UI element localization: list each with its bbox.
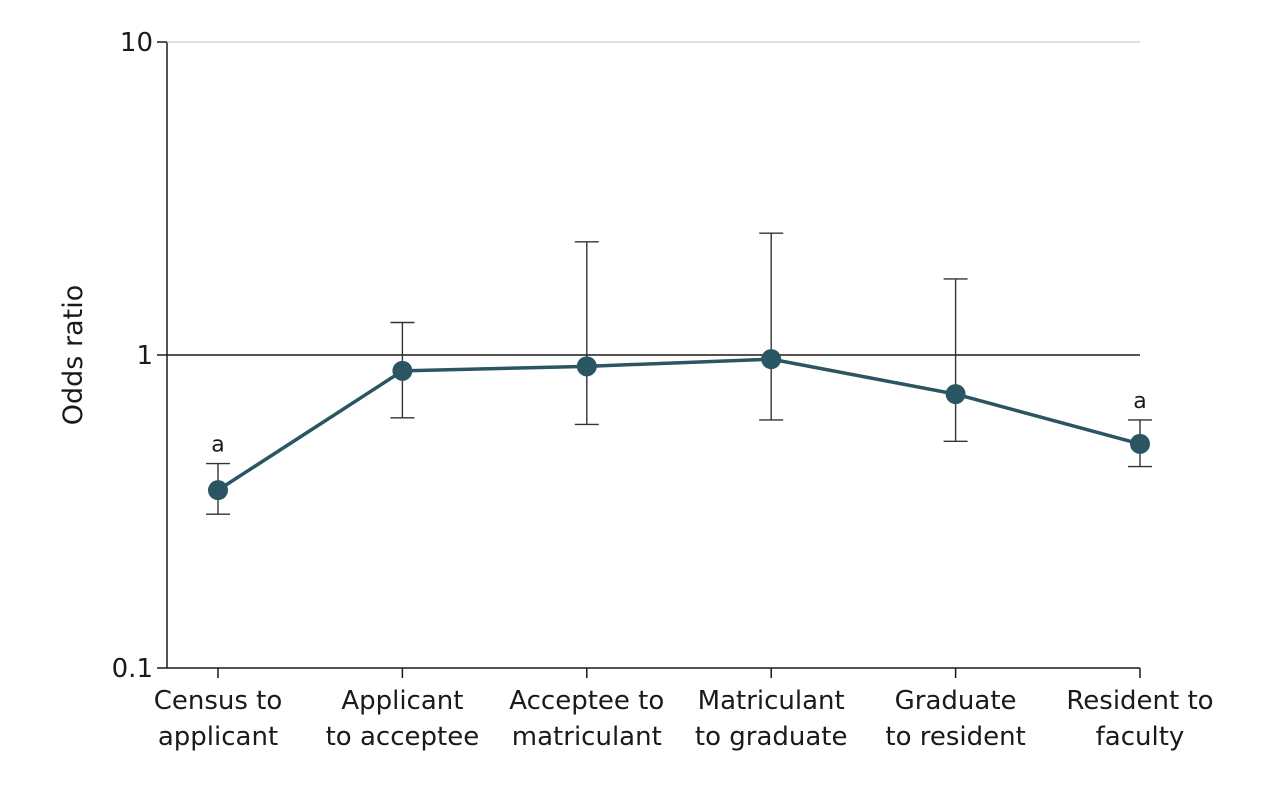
significance-note: a bbox=[1133, 389, 1146, 414]
data-point bbox=[945, 384, 966, 405]
y-tick-label: 0.1 bbox=[112, 654, 153, 684]
data-point bbox=[761, 349, 782, 370]
error-bars bbox=[206, 232, 1152, 515]
x-tick-label: Graduate to resident bbox=[885, 686, 1025, 752]
axes bbox=[157, 41, 1141, 678]
series-line bbox=[217, 357, 1141, 492]
annotations: aa bbox=[211, 389, 1146, 458]
data-point bbox=[1130, 433, 1150, 454]
x-tick-label: Matriculant to graduate bbox=[695, 686, 848, 752]
x-tick-label: Applicant to acceptee bbox=[326, 686, 480, 752]
tick-labels: 0.1 1 10 Census to applicant Applicant to acce… bbox=[112, 28, 1214, 752]
x-tick-label: Resident to faculty bbox=[1066, 686, 1213, 752]
data-points bbox=[208, 349, 1150, 501]
data-point bbox=[576, 356, 597, 377]
y-axis-title: Odds ratio bbox=[58, 285, 89, 425]
significance-note: a bbox=[211, 433, 224, 458]
x-tick-label: Acceptee to matriculant bbox=[509, 686, 664, 752]
x-tick-label: Census to applicant bbox=[154, 686, 283, 752]
series-line-group bbox=[217, 357, 1141, 492]
data-point bbox=[392, 360, 413, 381]
y-tick-label: 1 bbox=[136, 341, 153, 371]
data-point bbox=[208, 480, 228, 501]
y-tick-label: 10 bbox=[120, 28, 153, 58]
